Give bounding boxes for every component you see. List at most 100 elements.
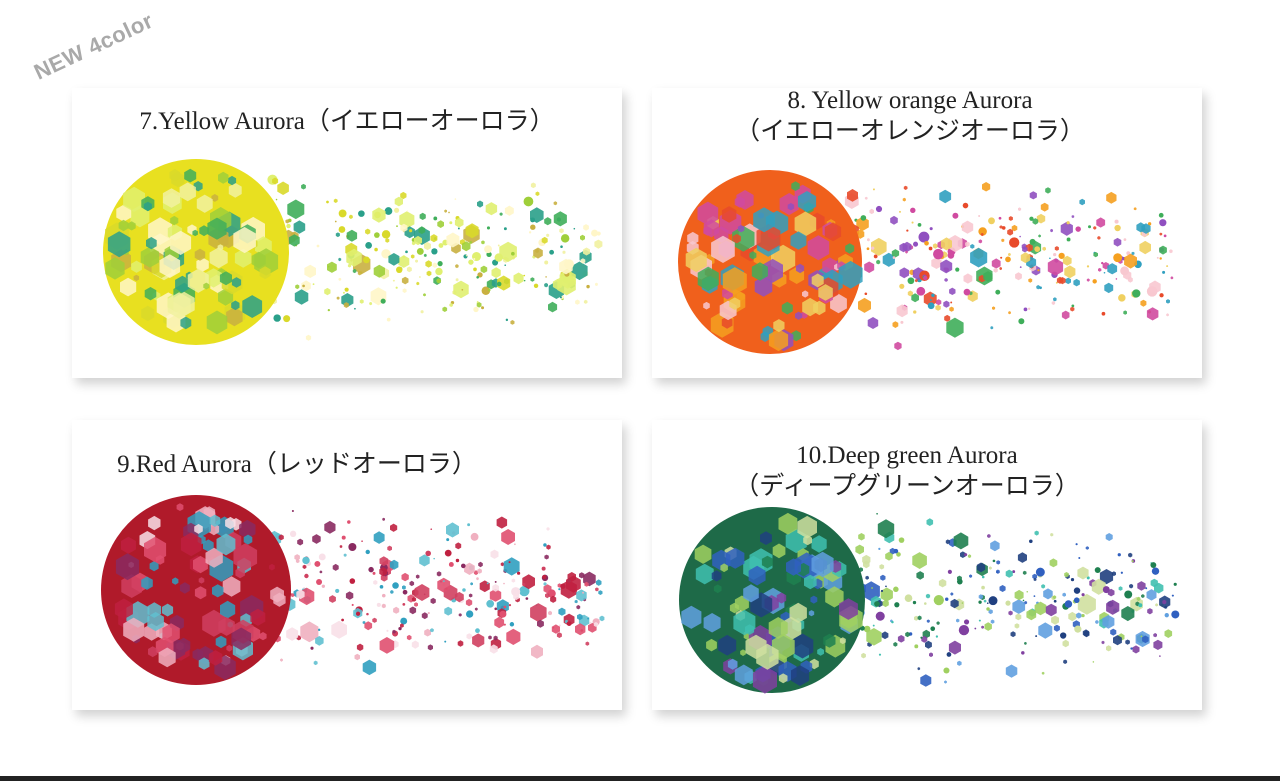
glitter (314, 560, 321, 567)
glitter (335, 588, 340, 593)
glitter (395, 286, 398, 289)
glitter (286, 223, 291, 229)
glitter (773, 319, 785, 333)
glitter (500, 562, 505, 567)
glitter (1147, 222, 1152, 226)
glitter (907, 277, 915, 285)
glitter (587, 617, 589, 620)
glitter (1073, 597, 1080, 604)
glitter (1024, 641, 1027, 645)
glitter (694, 544, 712, 564)
glitter (734, 196, 745, 208)
glitter (486, 582, 489, 585)
glitter (1035, 567, 1045, 577)
glitter (392, 629, 396, 634)
glitter (449, 221, 453, 225)
glitter (913, 310, 917, 314)
glitter (531, 644, 543, 659)
glitter (381, 249, 391, 259)
glitter (987, 534, 991, 538)
glitter (546, 527, 550, 531)
glitter (963, 288, 971, 296)
glitter (444, 606, 453, 616)
glitter (1062, 592, 1066, 597)
glitter (231, 627, 251, 651)
glitter (379, 567, 388, 577)
glitter (503, 582, 505, 585)
glitter (537, 619, 544, 628)
glitter (159, 254, 181, 278)
glitter (487, 288, 491, 292)
glitter (869, 208, 874, 215)
glitter (222, 576, 241, 597)
glitter (455, 278, 459, 282)
glitter (449, 303, 453, 307)
glitter (1005, 256, 1011, 263)
glitter (1133, 207, 1137, 211)
glitter (796, 263, 805, 274)
glitter (455, 264, 459, 269)
glitter (316, 244, 320, 248)
glitter (1131, 251, 1135, 256)
glitter (948, 640, 961, 655)
glitter (169, 169, 181, 182)
glitter (444, 640, 447, 643)
glitter (373, 264, 385, 278)
glitter (514, 543, 516, 546)
glitter (1008, 610, 1013, 616)
glitter (361, 540, 363, 543)
glitter (1028, 278, 1033, 283)
glitter (737, 225, 745, 233)
glitter (1171, 594, 1174, 597)
glitter (379, 556, 389, 567)
glitter (964, 553, 968, 557)
glitter (506, 628, 521, 645)
glitter (302, 564, 307, 569)
glitter (574, 599, 578, 604)
glitter (1156, 256, 1159, 259)
glitter (485, 202, 498, 216)
glitter (926, 619, 930, 623)
glitter (457, 640, 464, 647)
glitter (1139, 240, 1151, 255)
glitter (1001, 226, 1006, 230)
glitter (472, 633, 485, 648)
glitter (1011, 224, 1018, 232)
glitter (491, 267, 501, 279)
glitter (929, 227, 933, 231)
glitter (1064, 600, 1073, 608)
glitter (305, 334, 312, 341)
glitter (845, 243, 855, 254)
glitter (740, 649, 746, 656)
glitter (250, 608, 266, 626)
glitter (1064, 265, 1076, 279)
glitter (535, 191, 540, 196)
glitter-image (101, 495, 605, 685)
glitter (1141, 594, 1145, 598)
glitter (444, 549, 452, 557)
glitter (454, 591, 464, 603)
glitter (466, 633, 472, 640)
glitter (341, 535, 346, 540)
glitter (984, 622, 992, 631)
glitter (283, 315, 291, 323)
glitter (825, 586, 844, 608)
glitter (1159, 232, 1163, 236)
glitter (464, 562, 475, 575)
glitter (455, 558, 460, 563)
glitter (1068, 611, 1077, 622)
glitter (239, 519, 256, 539)
glitter (194, 248, 206, 261)
glitter (1162, 270, 1166, 274)
glitter (494, 580, 497, 583)
glitter (1051, 615, 1059, 625)
glitter (768, 328, 789, 352)
glitter (530, 277, 535, 282)
glitter (978, 600, 982, 604)
glitter (394, 207, 400, 213)
glitter (198, 657, 210, 670)
glitter (1008, 216, 1013, 221)
glitter (233, 227, 256, 254)
glitter (960, 551, 966, 558)
product-card: 10.Deep green Aurora （ディープグリーンオーロラ） (652, 420, 1202, 710)
